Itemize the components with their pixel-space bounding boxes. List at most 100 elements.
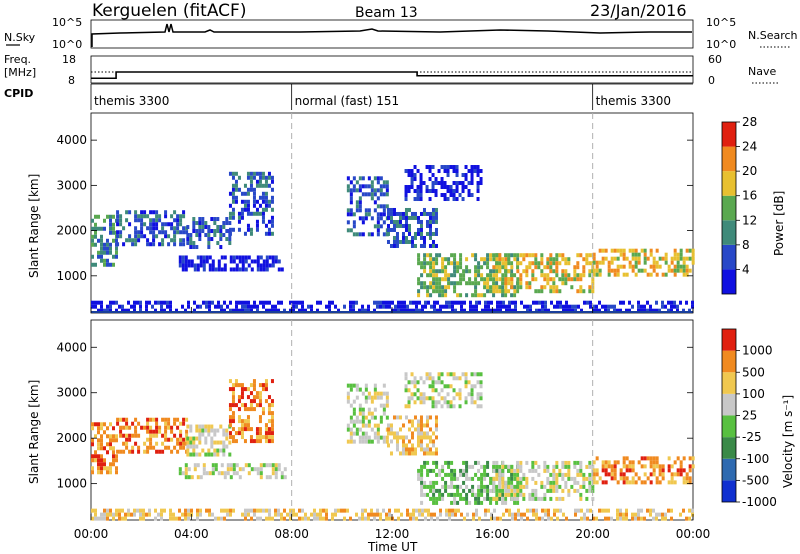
data-cell: [625, 512, 628, 517]
data-cell: [404, 388, 408, 393]
data-cell: [682, 268, 686, 273]
data-cell: [167, 425, 171, 430]
data-cell: [219, 448, 223, 453]
data-cell: [438, 269, 442, 274]
data-cell: [155, 214, 159, 219]
data-cell: [601, 260, 605, 265]
data-cell: [420, 265, 424, 270]
data-cell: [504, 277, 508, 282]
data-cell: [522, 253, 526, 258]
data-cell: [492, 293, 496, 298]
data-cell: [486, 277, 490, 282]
data-cell: [389, 451, 393, 456]
data-cell: [264, 195, 268, 200]
data-cell: [464, 372, 468, 377]
data-cell: [419, 173, 423, 178]
data-cell: [434, 207, 438, 212]
data-cell: [163, 308, 166, 313]
data-cell: [186, 424, 190, 429]
data-cell: [186, 241, 190, 246]
data-cell: [419, 423, 423, 428]
data-cell: [667, 300, 670, 305]
data-cell: [367, 184, 371, 189]
data-cell: [574, 308, 577, 313]
data-cell: [178, 255, 182, 260]
data-cell: [426, 285, 430, 290]
data-cell: [146, 445, 150, 450]
data-cell: [640, 308, 643, 313]
data-cell: [419, 185, 423, 190]
data-cell: [270, 435, 274, 440]
data-cell: [355, 208, 359, 213]
data-cell: [410, 239, 414, 244]
data-cell: [475, 304, 478, 309]
data-cell: [679, 256, 683, 261]
x-tick-label: 08:00: [274, 527, 309, 541]
data-cell: [464, 173, 468, 178]
data-cell: [486, 257, 490, 262]
data-cell: [207, 225, 211, 230]
data-cell: [691, 456, 695, 461]
data-cell: [280, 300, 283, 305]
data-cell: [558, 277, 562, 282]
data-cell: [401, 435, 405, 440]
data-cell: [109, 422, 112, 427]
data-cell: [579, 464, 583, 469]
data-cell: [496, 304, 499, 309]
data-cell: [410, 380, 414, 385]
data-cell: [176, 218, 180, 223]
data-cell: [428, 215, 432, 220]
data-cell: [489, 257, 493, 262]
data-cell: [100, 300, 103, 305]
data-cell: [407, 231, 411, 236]
data-cell: [495, 496, 499, 501]
data-cell: [219, 440, 223, 445]
data-cell: [643, 252, 647, 257]
data-cell: [655, 260, 659, 265]
data-cell: [555, 261, 559, 266]
data-cell: [192, 436, 196, 441]
data-cell: [628, 260, 632, 265]
data-cell: [640, 304, 643, 309]
data-cell: [258, 391, 262, 396]
data-cell: [148, 512, 151, 517]
data-cell: [106, 426, 109, 431]
data-cell: [573, 464, 577, 469]
data-cell: [419, 211, 423, 216]
data-cell: [189, 436, 193, 441]
data-cell: [189, 233, 193, 238]
data-cell: [416, 423, 420, 428]
data-cell: [407, 400, 411, 405]
data-cell: [434, 177, 438, 182]
data-cell: [234, 171, 238, 176]
data-cell: [229, 467, 233, 472]
data-cell: [261, 435, 265, 440]
data-cell: [91, 262, 94, 267]
data-cell: [170, 425, 174, 430]
data-cell: [455, 189, 459, 194]
data-cell: [382, 208, 386, 213]
data-cell: [189, 428, 193, 433]
data-cell: [231, 227, 235, 232]
data-cell: [94, 300, 97, 305]
data-cell: [246, 203, 250, 208]
data-cell: [511, 308, 514, 313]
data-cell: [534, 257, 538, 262]
data-cell: [250, 267, 254, 272]
data-cell: [425, 231, 429, 236]
data-cell: [613, 308, 616, 313]
colorbar-swatch: [722, 350, 736, 373]
data-cell: [430, 512, 433, 517]
data-cell: [477, 496, 481, 501]
colorbar-swatch: [722, 372, 736, 394]
data-cell: [198, 452, 202, 457]
data-cell: [504, 484, 508, 489]
data-cell: [127, 508, 130, 513]
data-cell: [407, 185, 411, 190]
data-cell: [565, 308, 568, 313]
data-cell: [264, 175, 268, 180]
data-cell: [349, 419, 353, 424]
data-cell: [118, 516, 121, 521]
data-cell: [274, 463, 278, 468]
data-cell: [364, 415, 368, 420]
